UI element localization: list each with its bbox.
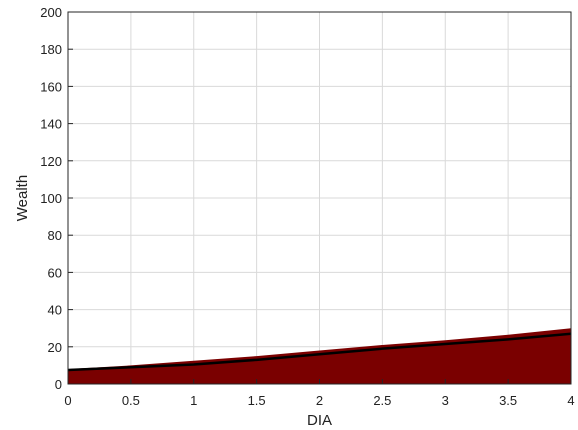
x-tick-label: 1.5: [248, 393, 266, 408]
y-tick-label: 60: [48, 265, 62, 280]
y-tick-label: 0: [55, 377, 62, 392]
x-tick-label: 0.5: [122, 393, 140, 408]
y-tick-label: 20: [48, 340, 62, 355]
x-tick-label: 3: [442, 393, 449, 408]
x-tick-label: 4: [567, 393, 574, 408]
area-layer: [68, 328, 571, 384]
x-tick-label: 2: [316, 393, 323, 408]
y-tick-label: 180: [40, 42, 62, 57]
y-tick-label: 40: [48, 303, 62, 318]
y-tick-label: 80: [48, 228, 62, 243]
x-tick-labels: 0 0.5 1 1.5 2 2.5 3 3.5 4: [64, 393, 574, 408]
area-fill: [68, 328, 571, 384]
series-line: [67, 332, 572, 372]
x-axis-label: DIA: [307, 412, 332, 429]
axes: [67, 11, 572, 385]
x-tick-label: 0: [64, 393, 71, 408]
x-tick-label: 2.5: [373, 393, 391, 408]
y-tick-label: 200: [40, 5, 62, 20]
line-layer: [67, 332, 572, 372]
x-tick-label: 1: [190, 393, 197, 408]
plot-frame: [67, 11, 572, 385]
y-axis-label: Wealth: [14, 175, 31, 221]
y-tick-label: 120: [40, 154, 62, 169]
y-tick-label: 160: [40, 79, 62, 94]
y-tick-labels: 0 20 40 60 80 100 120 140 160 180 200: [40, 5, 62, 392]
x-tick-label: 3.5: [499, 393, 517, 408]
y-tick-label: 100: [40, 191, 62, 206]
y-tick-label: 140: [40, 117, 62, 132]
